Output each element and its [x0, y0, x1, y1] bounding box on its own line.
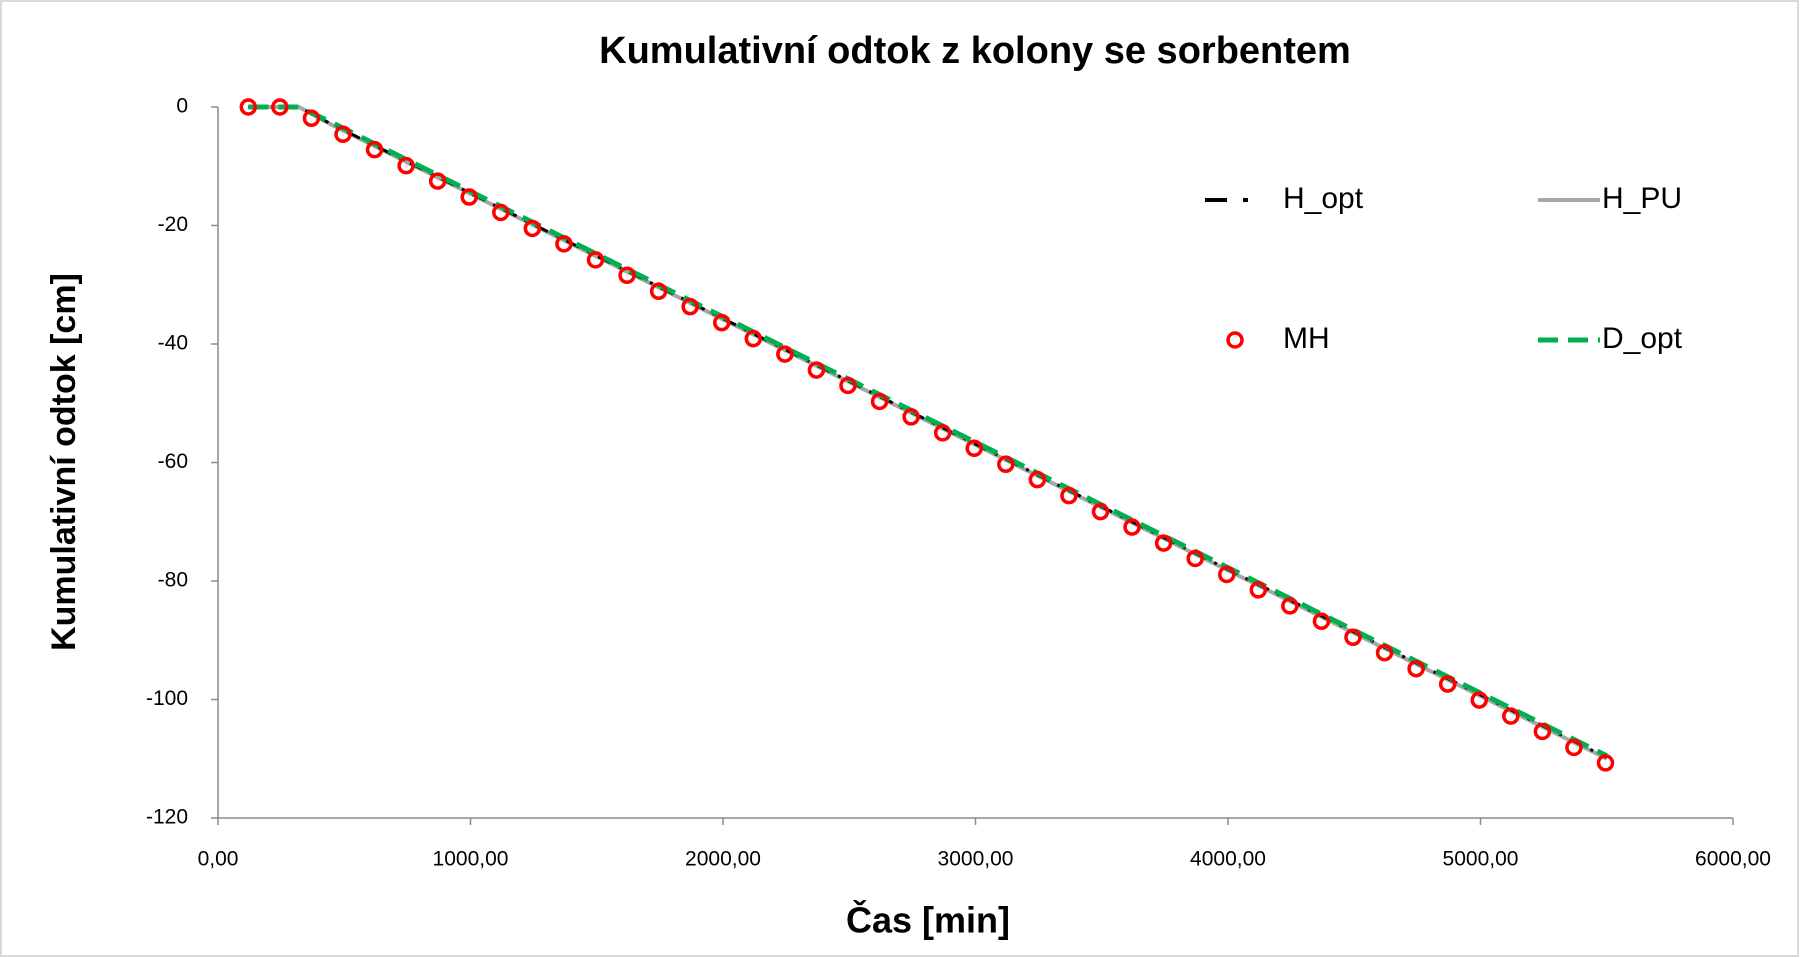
data-point: [1312, 612, 1331, 631]
data-point: [1596, 754, 1615, 772]
x-tick-label: 1000,00: [433, 848, 509, 871]
y-tick-label: -80: [158, 569, 188, 592]
legend-label: D_opt: [1602, 322, 1683, 355]
data-point: [870, 392, 889, 411]
data-point: [839, 376, 857, 395]
data-point: [365, 140, 384, 159]
y-tick-label: -120: [146, 806, 188, 829]
y-tick-label: -60: [158, 450, 188, 473]
data-point: [271, 98, 289, 116]
data-point: [1060, 486, 1078, 505]
x-tick-label: 6000,00: [1695, 848, 1771, 871]
y-axis-label: Kumulativní odtok [cm]: [45, 273, 83, 651]
data-point: [334, 125, 352, 144]
data-point: [681, 297, 699, 316]
data-point: [1565, 738, 1583, 757]
data-point: [1186, 549, 1204, 568]
chart-title: Kumulativní odtok z kolony se sorbentem: [599, 30, 1351, 72]
data-point: [1470, 691, 1488, 709]
x-tick-label: 3000,00: [938, 848, 1014, 871]
data-point: [712, 313, 731, 332]
data-point: [555, 235, 573, 253]
data-point: [1154, 534, 1173, 552]
data-point: [933, 424, 952, 442]
data-point: [239, 98, 258, 116]
x-axis-label: Čas [min]: [846, 899, 1010, 941]
data-point: [1375, 643, 1394, 662]
data-point: [1344, 628, 1362, 647]
legend-label: H_opt: [1283, 182, 1364, 215]
data-point: [776, 345, 794, 363]
data-point: [460, 188, 478, 206]
x-tick-label: 0,00: [198, 848, 239, 871]
data-point: [586, 251, 605, 269]
y-tick-label: -20: [158, 213, 188, 236]
y-tick-label: -40: [158, 332, 188, 355]
data-point: [997, 455, 1015, 474]
data-point: [1502, 707, 1520, 725]
data-point: [744, 329, 763, 348]
x-tick-label: 4000,00: [1190, 848, 1266, 871]
legend-label: MH: [1283, 322, 1330, 355]
data-point: [523, 219, 542, 238]
data-point: [1533, 722, 1552, 741]
data-point: [1249, 581, 1268, 599]
data-point: [302, 109, 321, 128]
data-point: [1028, 470, 1047, 489]
data-point: [1438, 675, 1457, 693]
data-point: [807, 361, 826, 379]
x-tick-label: 5000,00: [1443, 848, 1519, 871]
data-point: [649, 282, 668, 301]
y-tick-label: -100: [146, 687, 188, 710]
data-point: [965, 439, 983, 458]
data-point: [397, 156, 415, 175]
data-point: [618, 266, 636, 285]
data-point: [1281, 597, 1299, 615]
x-tick-label: 2000,00: [685, 848, 761, 871]
data-point: [1217, 565, 1236, 584]
data-point: [428, 172, 447, 190]
legend-marker: [1226, 331, 1244, 349]
y-tick-label: 0: [176, 95, 188, 118]
legend-label: H_PU: [1602, 182, 1682, 215]
data-point: [902, 408, 920, 426]
data-point: [1407, 659, 1425, 678]
data-point: [1091, 502, 1110, 521]
data-point: [492, 203, 510, 222]
data-line: [248, 104, 1608, 759]
data-point: [1123, 518, 1141, 536]
